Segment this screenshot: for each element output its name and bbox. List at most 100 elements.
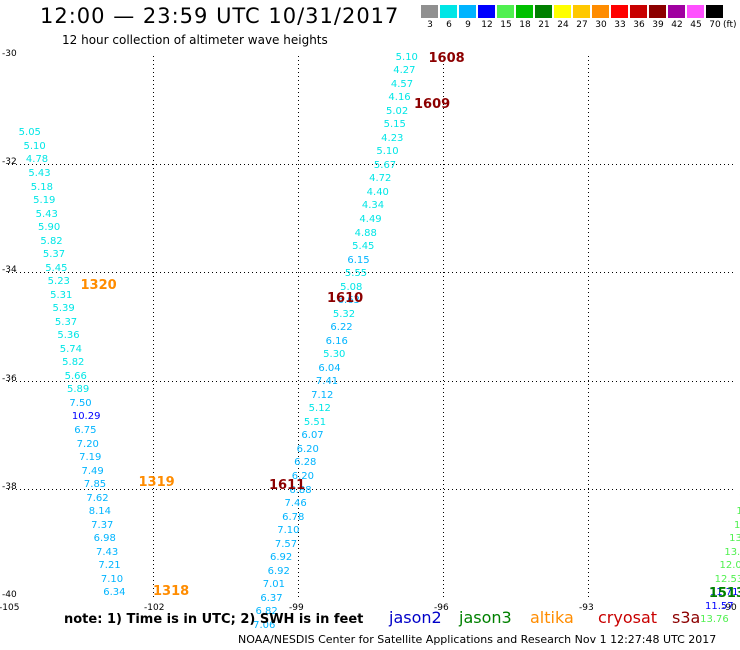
swh-value: 12.53 (714, 573, 740, 585)
pass-time-label: 1319 (138, 475, 175, 491)
swh-value: 4.57 (390, 78, 414, 90)
units-note: note: 1) Time is in UTC; 2) SWH is in fe… (64, 612, 364, 627)
colorbar-swatch (630, 5, 647, 18)
colorbar-swatch (649, 5, 666, 18)
swh-value: 7.12 (311, 389, 334, 401)
swh-value: 5.66 (64, 370, 87, 382)
colorbar-swatch (611, 5, 628, 18)
x-tick-label: -90 (722, 603, 737, 613)
swh-value: 4.23 (381, 132, 404, 144)
y-tick-label: -34 (2, 265, 17, 276)
swh-value: 7.20 (76, 438, 99, 450)
swh-value: 5.45 (45, 262, 68, 274)
swh-value: 5.12 (308, 403, 331, 415)
swh-value: 12. (736, 506, 740, 518)
swh-value: 6.78 (282, 511, 305, 523)
swh-value: 5.74 (59, 343, 83, 355)
pass-time-label: 1608 (428, 50, 465, 66)
colorbar-swatch (440, 5, 457, 18)
colorbar-swatch (421, 5, 438, 18)
swh-value: 6.63 (337, 295, 360, 307)
plot-frame (7, 55, 734, 598)
colorbar-swatch (687, 5, 704, 18)
x-tick-label: -96 (434, 603, 449, 613)
swh-value: 6.16 (325, 335, 348, 347)
swh-value: 6.92 (267, 565, 290, 577)
swh-value: 7.49 (81, 465, 104, 477)
swh-value: 12.05 (719, 560, 740, 572)
swh-value: 5.23 (47, 276, 70, 288)
pass-time-label: 1610 (327, 291, 364, 307)
swh-value: 7.57 (274, 538, 298, 550)
swh-value: 7.21 (98, 560, 121, 572)
swh-value: 5.10 (23, 140, 46, 152)
swh-value: 5.43 (35, 208, 58, 220)
colorbar-label: 39 (652, 20, 664, 30)
swh-value: 5.55 (344, 268, 368, 280)
legend-item-jason3: jason3 (459, 608, 512, 627)
swh-value: 6.28 (294, 457, 317, 469)
swh-value: 6.22 (330, 322, 353, 334)
swh-value: 7.41 (315, 376, 339, 388)
swh-value: 6.88 (289, 484, 312, 496)
swh-value: 7.50 (69, 397, 92, 409)
colorbar-label: 45 (690, 20, 702, 30)
x-tick-label: -105 (0, 603, 20, 613)
swh-value: 6.20 (296, 443, 319, 455)
x-tick-label: -93 (579, 603, 594, 613)
colorbar-label: 42 (671, 20, 683, 30)
swh-value: 6.82 (255, 606, 278, 618)
colorbar-label: 21 (538, 20, 550, 30)
swh-value: 4.72 (369, 173, 392, 185)
swh-value: 6.04 (318, 362, 341, 374)
colorbar-swatch (478, 5, 495, 18)
colorbar-label: 36 (633, 20, 645, 30)
y-tick-label: -40 (2, 590, 17, 600)
swh-value: 6.15 (347, 254, 370, 266)
map-title: 12:00 — 23:59 UTC 10/31/2017 (40, 4, 400, 28)
swh-value: 5.43 (28, 168, 51, 180)
swh-value: 7.85 (83, 479, 107, 491)
swh-value: 13.76 (700, 614, 729, 626)
y-tick-label: -30 (2, 49, 17, 59)
pass-time-label: 1513 (708, 586, 740, 602)
swh-value: 7.19 (79, 452, 102, 464)
swh-value: 5.31 (50, 289, 73, 301)
swh-value: 5.30 (323, 349, 346, 361)
colorbar-swatch (668, 5, 685, 18)
swh-value: 4.40 (366, 186, 389, 198)
swh-value: 6.20 (291, 470, 315, 482)
swh-value: 5.82 (40, 235, 63, 247)
swh-value: 4.49 (359, 214, 382, 225)
y-tick-label: -32 (2, 157, 17, 168)
footer-credit: NOAA/NESDIS Center for Satellite Applica… (238, 633, 717, 646)
pass-time-label: 1320 (80, 277, 117, 293)
swh-value: 5.89 (67, 384, 90, 396)
swh-value: 5.82 (62, 357, 85, 369)
colorbar-swatch (459, 5, 476, 18)
colorbar-label: 27 (576, 20, 588, 30)
swh-value: 7.62 (86, 492, 109, 504)
swh-value: 5.02 (386, 105, 409, 117)
swh-value: 11.57 (705, 600, 734, 612)
colorbar-swatch (706, 5, 723, 18)
colorbar-swatch (554, 5, 571, 18)
pass-time-label: 1318 (153, 583, 190, 599)
colorbar-label: 18 (519, 20, 531, 30)
swh-value: 5.36 (57, 330, 80, 342)
colorbar-label: 30 (595, 20, 607, 30)
swh-value: 4.34 (361, 200, 385, 212)
swh-value: 5.10 (395, 51, 418, 63)
colorbar-swatch (592, 5, 609, 18)
swh-value: 10.29 (71, 411, 101, 423)
swh-value: 5.37 (42, 249, 66, 261)
swh-value: 6.07 (301, 430, 324, 442)
swh-value: 5.67 (373, 159, 397, 171)
legend-item-s3a: s3a (672, 608, 701, 627)
y-tick-label: -36 (2, 373, 17, 384)
swh-value: 7.37 (91, 519, 114, 531)
colorbar-label: 9 (465, 20, 471, 30)
colorbar-label: 33 (614, 20, 626, 30)
